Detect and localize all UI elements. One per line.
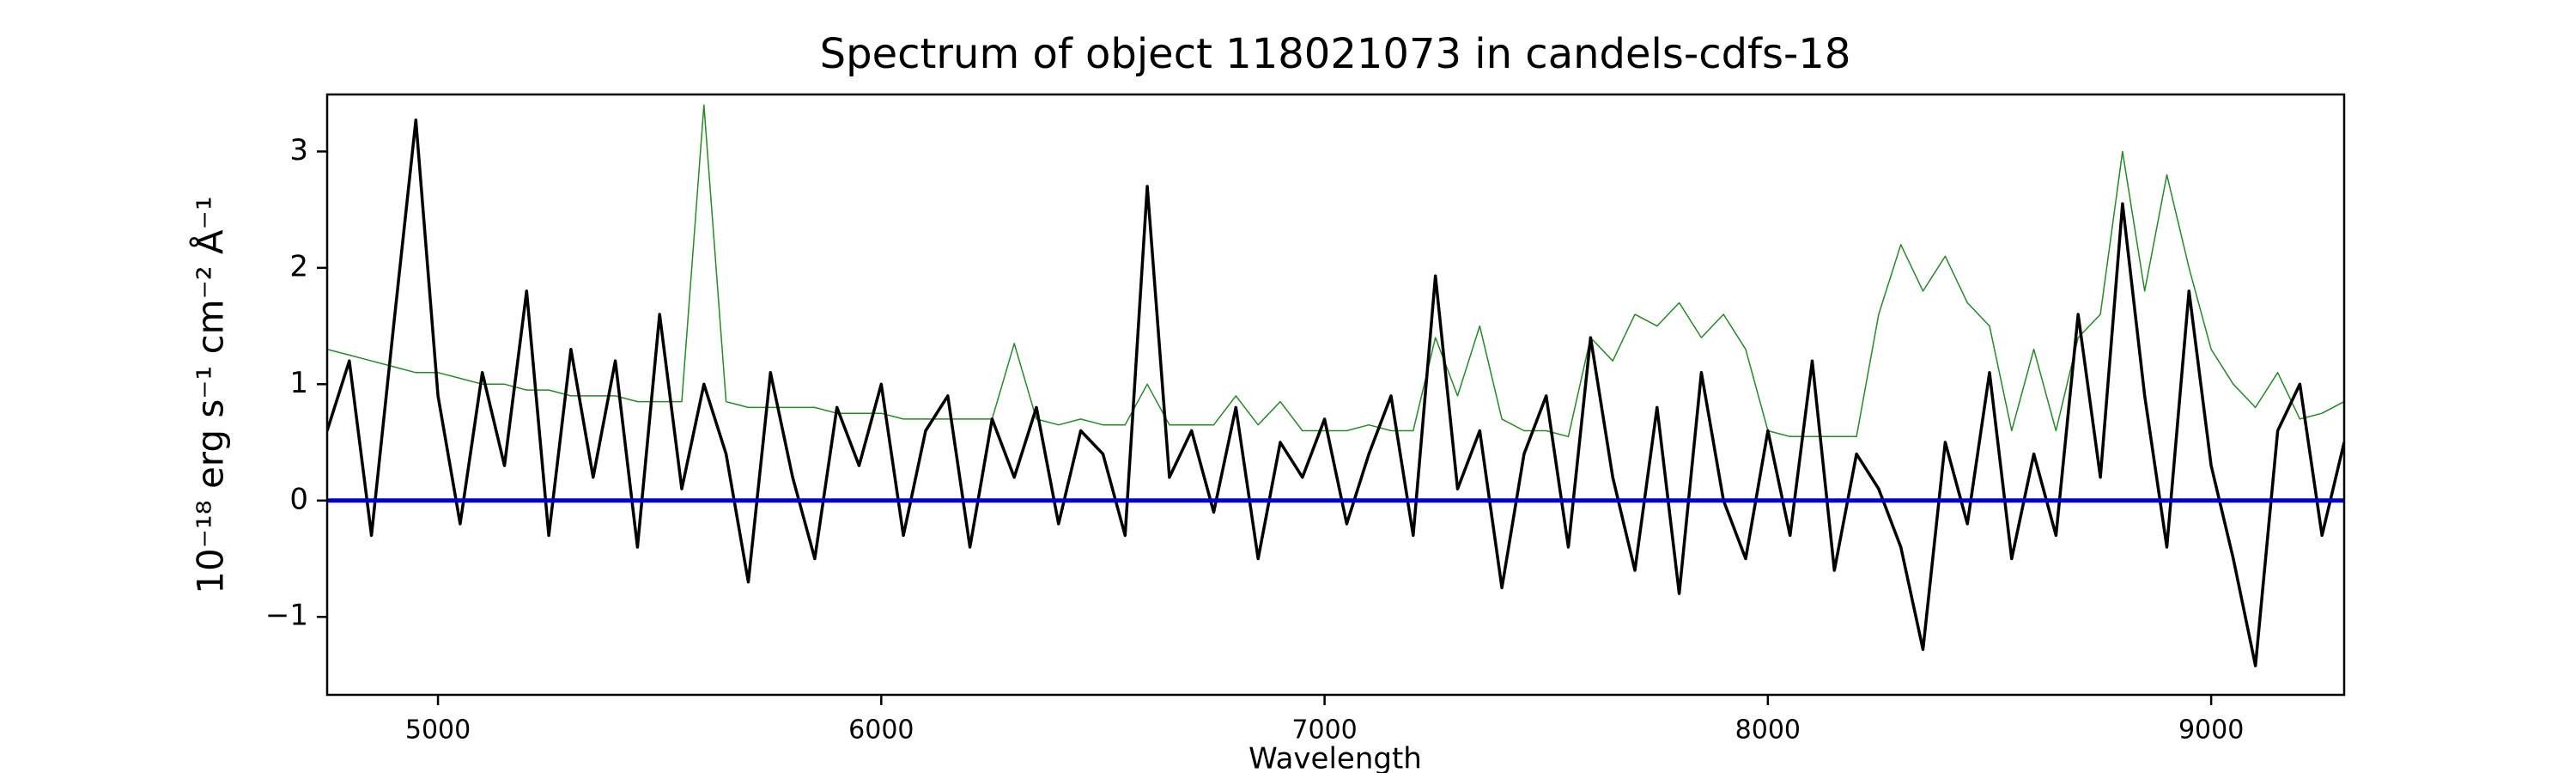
plot-area	[327, 104, 2344, 667]
y-axis-label: 10⁻¹⁸ erg s⁻¹ cm⁻² Å⁻¹	[189, 196, 232, 593]
y-tick-label: 2	[289, 249, 308, 283]
chart-title: Spectrum of object 118021073 in candels-…	[820, 30, 1851, 78]
axes-frame	[325, 93, 2346, 697]
x-tick-label: 8000	[1735, 715, 1801, 746]
spectrum-line	[327, 104, 2344, 438]
spectrum-line	[327, 119, 2344, 667]
y-tick-label: −1	[265, 599, 308, 633]
x-tick-label: 9000	[2178, 715, 2244, 746]
x-tick-label: 7000	[1291, 715, 1357, 746]
y-tick-label: 0	[289, 482, 308, 516]
y-tick-label: 1	[289, 366, 308, 400]
x-tick-label: 6000	[848, 715, 914, 746]
y-tick-label: 3	[289, 133, 308, 167]
x-axis-label: Wavelength	[1249, 742, 1422, 773]
x-tick-label: 5000	[405, 715, 471, 746]
